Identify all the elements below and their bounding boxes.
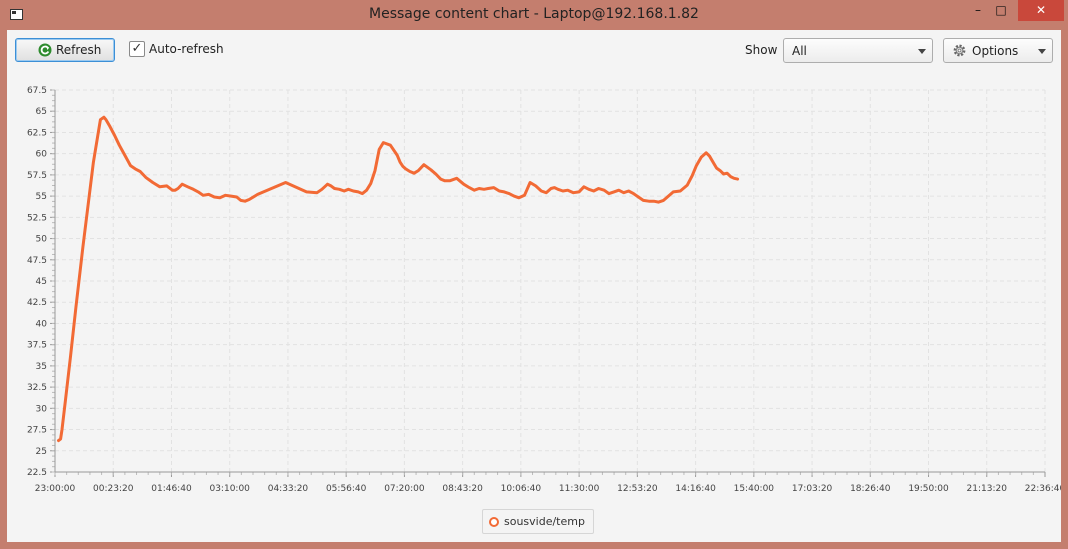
close-button[interactable]: ✕ (1018, 0, 1064, 21)
y-tick-label: 35 (36, 362, 47, 372)
legend-series-label: sousvide/temp (504, 515, 585, 528)
x-tick-label: 11:30:00 (559, 484, 600, 494)
x-tick-label: 22:36:40 (1025, 484, 1061, 494)
auto-refresh-checkbox[interactable]: ✓ (129, 41, 145, 57)
chevron-down-icon (1038, 49, 1046, 54)
y-tick-label: 47.5 (27, 256, 47, 266)
y-tick-label: 22.5 (27, 468, 47, 478)
title-bar[interactable]: Message content chart - Laptop@192.168.1… (0, 0, 1068, 30)
maximize-button[interactable]: □ (995, 3, 1007, 17)
x-tick-label: 15:40:00 (734, 484, 775, 494)
x-tick-label: 12:53:20 (617, 484, 658, 494)
series-line (57, 115, 740, 443)
y-tick-label: 60 (36, 150, 48, 160)
x-tick-label: 14:16:40 (675, 484, 716, 494)
app-icon (10, 9, 23, 20)
x-tick-label: 17:03:20 (792, 484, 833, 494)
y-tick-label: 55 (36, 192, 47, 202)
options-label: Options (972, 44, 1019, 58)
chart-area: 22.5 25 27.5 30 32.5 35 37.5 40 42.5 45 47.5 50 52.5… (7, 75, 1066, 542)
y-tick-label: 67.5 (27, 86, 47, 96)
options-menu-button[interactable]: Options (943, 38, 1053, 63)
x-tick-label: 01:46:40 (151, 484, 192, 494)
x-tick-label: 19:50:00 (908, 484, 949, 494)
y-tick-label: 62.5 (27, 128, 47, 138)
y-tick-label: 50 (36, 235, 48, 245)
x-tick-label: 07:20:00 (384, 484, 425, 494)
y-tick-label: 57.5 (27, 171, 47, 181)
y-tick-label: 40 (36, 319, 48, 329)
x-tick-label: 18:26:40 (850, 484, 891, 494)
y-tick-label: 42.5 (27, 298, 47, 308)
x-tick-label: 21:13:20 (967, 484, 1008, 494)
chevron-down-icon (918, 49, 926, 54)
x-tick-label: 05:56:40 (326, 484, 367, 494)
y-tick-label: 25 (36, 447, 47, 457)
auto-refresh-label[interactable]: Auto-refresh (149, 42, 224, 56)
show-select[interactable]: All (783, 38, 933, 63)
show-select-value: All (792, 44, 807, 58)
x-tick-label: 08:43:20 (442, 484, 483, 494)
refresh-label: Refresh (56, 43, 102, 57)
y-tick-label: 65 (36, 107, 47, 117)
y-tick-label: 52.5 (27, 213, 47, 223)
y-tick-label: 27.5 (27, 426, 47, 436)
x-tick-label: 00:23:20 (93, 484, 134, 494)
refresh-icon (38, 43, 52, 57)
minimize-button[interactable]: – (975, 3, 981, 17)
window-title: Message content chart - Laptop@192.168.1… (369, 6, 699, 22)
toolbar: Refresh ✓ Auto-refresh Show All Options (7, 30, 1061, 70)
x-tick-label: 23:00:00 (35, 484, 76, 494)
y-tick-label: 45 (36, 277, 47, 287)
y-tick-label: 30 (36, 404, 48, 414)
y-tick-label: 32.5 (27, 383, 47, 393)
y-tick-label: 37.5 (27, 341, 47, 351)
show-label: Show (745, 43, 778, 57)
content-panel: Refresh ✓ Auto-refresh Show All Options … (7, 30, 1066, 542)
gear-icon (953, 44, 966, 57)
x-tick-label: 04:33:20 (268, 484, 309, 494)
x-tick-label: 03:10:00 (209, 484, 250, 494)
chart-legend: sousvide/temp (482, 509, 594, 534)
line-chart[interactable]: 22.5 25 27.5 30 32.5 35 37.5 40 42.5 45 47.5 50 52.5… (7, 75, 1066, 542)
legend-series-symbol (489, 516, 499, 527)
refresh-button[interactable]: Refresh (15, 38, 115, 62)
x-tick-label: 10:06:40 (501, 484, 542, 494)
